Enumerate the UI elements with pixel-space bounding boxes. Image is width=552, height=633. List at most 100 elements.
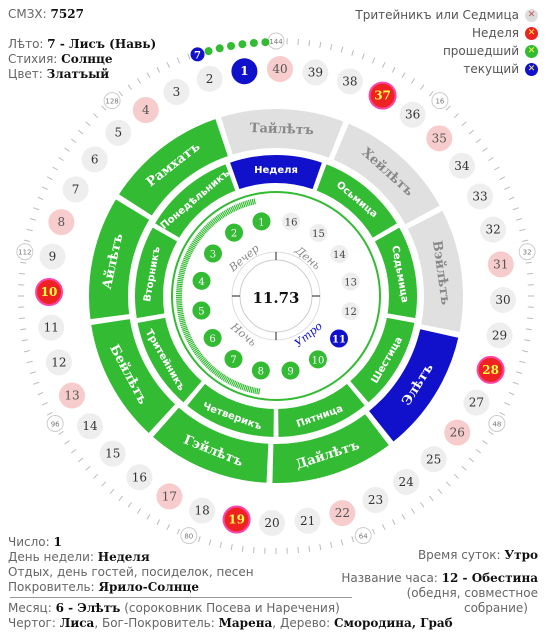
inner-tick (183, 257, 190, 261)
day-cell[interactable]: 24 (393, 468, 420, 495)
day-cell[interactable]: 4 (132, 97, 159, 124)
hour-cell[interactable]: 15 (309, 223, 328, 242)
hour-cell[interactable]: 9 (281, 361, 300, 380)
day-cell[interactable]: 17 (156, 483, 183, 510)
month-segment[interactable]: Тайлѣтъ (218, 107, 346, 161)
hour-cell[interactable]: 7 (224, 350, 243, 369)
svg-text:30: 30 (495, 293, 510, 307)
hour-cell[interactable]: 11 (330, 329, 349, 348)
tick-mark (519, 228, 526, 232)
month-segment[interactable]: Гэйлѣтъ (150, 404, 271, 485)
day-cell[interactable]: 30 (489, 286, 516, 313)
month-segment[interactable]: Вэйлѣтъ (405, 208, 465, 335)
svg-text:32: 32 (485, 223, 500, 237)
svg-text:38: 38 (342, 74, 357, 88)
weekday-segment[interactable]: Вторникъ (133, 224, 180, 321)
day-cell[interactable]: 40 (266, 56, 293, 83)
day-cell[interactable]: 31 (487, 251, 514, 278)
close-icon: ✕ (525, 26, 538, 40)
chertog-label: Чертог: (8, 616, 56, 630)
day-cell[interactable]: 19 (222, 505, 251, 534)
day-cell[interactable]: 36 (399, 101, 426, 128)
tick-mark (516, 371, 523, 375)
hour-cell[interactable]: 2 (225, 223, 244, 242)
month-segment[interactable]: Элѣтъ (366, 326, 461, 445)
day-cell[interactable]: 10 (35, 278, 64, 307)
inner-tick (228, 207, 233, 214)
day-cell[interactable]: 13 (58, 382, 85, 409)
inner-tick (213, 216, 219, 223)
day-cell[interactable]: 27 (463, 389, 490, 416)
month-segment[interactable]: Айлѣтъ (87, 196, 152, 322)
day-cell[interactable]: 9 (39, 243, 66, 270)
inner-tick (206, 223, 212, 229)
day-cell[interactable]: 3 (163, 78, 190, 105)
hour-cell[interactable]: 13 (341, 272, 360, 291)
day-cell[interactable]: 39 (302, 59, 329, 86)
weekday-segment[interactable]: Седьмица (372, 224, 419, 321)
chas-desc-2: собрание) (463, 601, 528, 615)
inner-tick (186, 250, 193, 255)
weekday-segment[interactable]: Пятница (276, 381, 368, 440)
day-cell[interactable]: 8 (48, 209, 75, 236)
hour-cell[interactable]: 14 (330, 245, 349, 264)
day-cell[interactable]: 5 (105, 119, 132, 146)
tick-mark (33, 381, 40, 385)
hour-cell[interactable]: 10 (308, 350, 327, 369)
day-cell[interactable]: 20 (259, 509, 286, 536)
inner-tick (256, 388, 259, 395)
inner-tick (184, 333, 191, 338)
tick-label: 64 (354, 527, 372, 545)
day-cell[interactable]: 33 (467, 183, 494, 210)
day-cell[interactable]: 15 (99, 440, 126, 467)
day-cell[interactable]: 21 (294, 507, 321, 534)
day-cell[interactable]: 7 (62, 176, 89, 203)
day-cell[interactable]: 38 (336, 68, 363, 95)
weekday-segment[interactable]: Осьмица (314, 161, 400, 241)
hour-cell[interactable]: 6 (203, 328, 222, 347)
day-cell[interactable]: 22 (329, 500, 356, 527)
day-cell[interactable]: 35 (426, 125, 453, 152)
day-cell[interactable]: 32 (480, 216, 507, 243)
inner-tick (188, 247, 194, 252)
hour-cell[interactable]: 3 (203, 244, 222, 263)
day-cell[interactable]: 23 (362, 487, 389, 514)
day-cell[interactable]: 11 (38, 314, 65, 341)
svg-text:18: 18 (194, 504, 209, 518)
day-cell[interactable]: 18 (189, 497, 216, 524)
hour-cell[interactable]: 12 (341, 302, 360, 321)
hour-cell[interactable]: 8 (251, 361, 270, 380)
svg-text:16: 16 (285, 218, 298, 229)
day-cell[interactable]: 29 (486, 322, 513, 349)
inner-tick (194, 350, 201, 356)
inner-tick (177, 309, 184, 312)
svg-text:7: 7 (230, 355, 236, 366)
day-cell[interactable]: 37 (368, 81, 397, 110)
inner-tick (180, 325, 187, 329)
weekday-segment[interactable]: Неделя (227, 153, 325, 192)
day-cell[interactable]: 28 (476, 355, 505, 384)
hour-cell[interactable]: 4 (192, 271, 211, 290)
hour-cell[interactable]: 1 (252, 212, 271, 231)
day-cell[interactable]: 2 (196, 65, 223, 92)
day-cell[interactable]: 34 (448, 152, 475, 179)
inner-tick (253, 198, 256, 205)
svg-text:14: 14 (82, 419, 98, 433)
day-cell[interactable]: 26 (444, 419, 471, 446)
month-segment[interactable]: Дайлѣтъ (270, 411, 392, 485)
hour-cell[interactable]: 16 (282, 212, 301, 231)
inner-tick (235, 204, 239, 211)
day-cell[interactable]: 25 (420, 446, 447, 473)
day-cell[interactable]: 16 (126, 464, 153, 491)
hour-cell[interactable]: 5 (192, 301, 211, 320)
day-cell[interactable]: 6 (81, 146, 108, 173)
day-cell[interactable]: 12 (45, 349, 72, 376)
day-cell[interactable]: 14 (77, 413, 104, 440)
tick-mark (253, 546, 255, 554)
day-cell[interactable]: 1 (231, 58, 258, 85)
tick-mark (420, 84, 425, 90)
